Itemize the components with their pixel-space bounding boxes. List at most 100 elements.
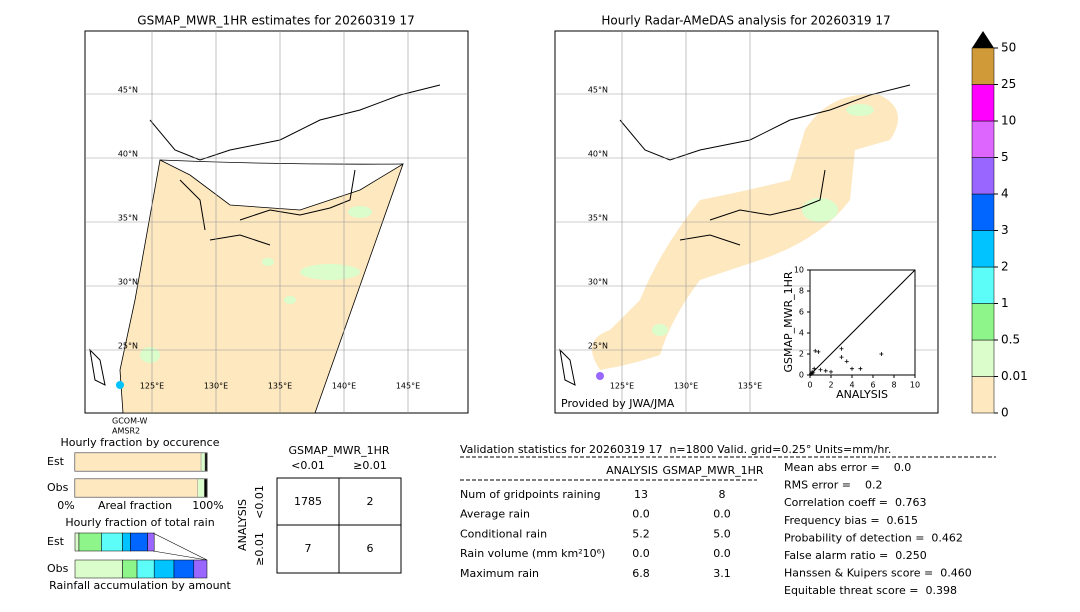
row-label: <0.01 xyxy=(253,485,266,519)
row-label: Obs xyxy=(47,562,69,575)
connector xyxy=(152,532,208,561)
colorbar-label: 25 xyxy=(1001,77,1016,91)
satellite: GCOM-W xyxy=(112,417,148,426)
score: Correlation coeff = 0.763 xyxy=(784,496,926,509)
row-label: Est xyxy=(47,535,65,548)
lat-label: 40°N xyxy=(118,150,138,159)
scatter-point xyxy=(809,371,814,376)
colorbar-label: 2 xyxy=(1001,260,1009,274)
fraction-bar xyxy=(204,478,208,498)
lat-label: 35°N xyxy=(588,214,608,223)
stat-value: 5.0 xyxy=(713,527,731,540)
fraction-bar xyxy=(147,532,155,552)
y-tick-label: 10 xyxy=(794,266,804,275)
panel-title: Hourly fraction of total rain xyxy=(65,516,214,529)
fraction-bar xyxy=(193,559,208,579)
axis-label: 0% xyxy=(57,499,74,512)
colorbar-label: 10 xyxy=(1001,114,1016,128)
satellite: AMSR2 xyxy=(112,427,140,436)
lon-label: 125°E xyxy=(140,382,164,391)
scatter-point xyxy=(811,370,816,375)
colorbar-label: 1 xyxy=(1001,296,1009,310)
score: Hanssen & Kuipers score = 0.460 xyxy=(784,567,972,580)
fraction-bar xyxy=(122,532,131,552)
row-label: ≥0.01 xyxy=(253,532,266,566)
lat-label: 25°N xyxy=(588,342,608,351)
panel-title: Hourly fraction by occurence xyxy=(61,436,220,449)
colorbar-swatch xyxy=(971,157,995,195)
scatter-point xyxy=(839,346,844,351)
col-label: ≥0.01 xyxy=(353,459,387,472)
stat-label: Num of gridpoints raining xyxy=(460,488,601,501)
lat-label: 35°N xyxy=(118,214,138,223)
colorbar-label: 3 xyxy=(1001,223,1009,237)
colorbar-label: 4 xyxy=(1001,187,1009,201)
colorbar-swatch xyxy=(971,303,995,341)
table-cell: 6 xyxy=(367,542,374,555)
colorbar-label: 0.01 xyxy=(1001,369,1028,383)
colorbar-swatch xyxy=(971,120,995,158)
map-title: GSMAP_MWR_1HR estimates for 20260319 17 xyxy=(137,14,414,28)
lon-label: 140°E xyxy=(332,382,356,391)
colorbar-label: 50 xyxy=(1001,41,1016,55)
map-title: Hourly Radar-AMeDAS analysis for 2026031… xyxy=(601,14,890,28)
stat-label: Average rain xyxy=(460,508,530,521)
lon-label: 130°E xyxy=(674,382,698,391)
y-tick-label: 4 xyxy=(799,329,804,338)
fraction-bar xyxy=(122,559,138,579)
scatter-point xyxy=(812,366,817,371)
y-tick-label: 0 xyxy=(799,371,804,380)
score: Equitable threat score = 0.398 xyxy=(784,584,957,597)
colorbar-swatch xyxy=(971,84,995,122)
col-label: ANALYSIS xyxy=(606,464,658,477)
scatter-point xyxy=(813,348,818,353)
lat-label: 30°N xyxy=(588,278,608,287)
lon-label: 145°E xyxy=(396,382,420,391)
table-cell: 7 xyxy=(305,542,312,555)
col-label: GSMAP_MWR_1HR xyxy=(662,464,763,477)
fraction-bar xyxy=(130,532,148,552)
stat-value: 0.0 xyxy=(632,547,650,560)
fraction-bar xyxy=(197,478,205,498)
lon-label: 130°E xyxy=(204,382,228,391)
fraction-bar xyxy=(153,559,175,579)
lat-label: 45°N xyxy=(588,86,608,95)
x-tick-label: 6 xyxy=(870,381,875,390)
colorbar-extend xyxy=(972,31,994,48)
lon-label: 125°E xyxy=(610,382,634,391)
stat-label: Conditional rain xyxy=(460,527,547,540)
axis-label: Areal fraction xyxy=(98,499,172,512)
y-tick-label: 8 xyxy=(799,287,804,296)
fraction-bar xyxy=(74,478,198,498)
contingency-grid xyxy=(276,477,402,574)
x-tick-label: 2 xyxy=(828,381,833,390)
score: RMS error = 0.2 xyxy=(784,479,882,492)
fraction-bar xyxy=(74,559,123,579)
table-cell: 2 xyxy=(367,495,374,508)
score: Probability of detection = 0.462 xyxy=(784,531,963,544)
stat-value: 5.2 xyxy=(632,527,650,540)
scatter-point xyxy=(839,355,844,360)
diagonal xyxy=(809,269,916,376)
x-axis-label: ANALYSIS xyxy=(836,388,888,401)
stat-label: Maximum rain xyxy=(460,567,539,580)
fraction-bar xyxy=(200,452,206,472)
lon-label: 135°E xyxy=(268,382,292,391)
y-axis-label: GSMAP_MWR_1HR xyxy=(782,271,795,372)
scatter-point xyxy=(816,349,821,354)
colorbar-swatch xyxy=(971,47,995,85)
col-label: <0.01 xyxy=(291,459,325,472)
axis-label: 100% xyxy=(192,499,223,512)
fraction-bar xyxy=(136,559,155,579)
lon-label: 135°E xyxy=(738,382,762,391)
scatter-point xyxy=(829,369,833,374)
table-title: GSMAP_MWR_1HR xyxy=(288,444,389,457)
fraction-bar xyxy=(101,532,123,552)
y-tick-label: 2 xyxy=(799,350,804,359)
y-tick-label: 6 xyxy=(799,308,804,317)
stat-label: Rain volume (mm km²10⁶) xyxy=(460,547,605,560)
fraction-bar xyxy=(74,452,202,472)
fraction-bar xyxy=(78,532,102,552)
stat-value: 13 xyxy=(634,488,648,501)
x-tick-label: 8 xyxy=(891,381,896,390)
